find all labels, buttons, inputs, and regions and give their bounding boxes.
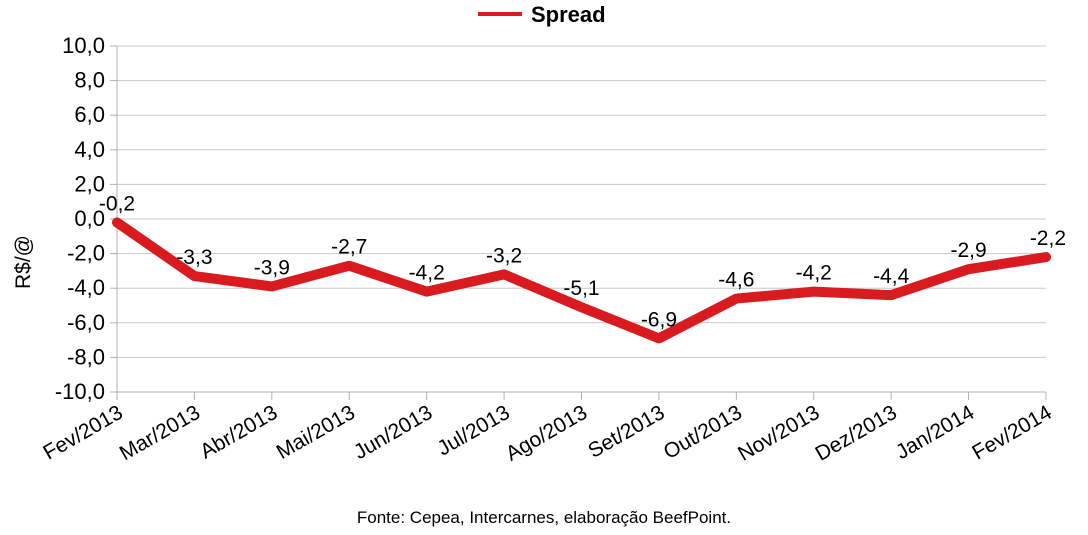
x-tick-label: Set/2013: [584, 401, 668, 463]
x-tick-label: Ago/2013: [502, 401, 591, 466]
y-tick-label: -2,0: [67, 241, 105, 266]
series: [112, 217, 1051, 344]
legend: Spread: [478, 2, 606, 27]
x-tick-label: Fev/2013: [39, 401, 126, 465]
y-tick-label: 6,0: [74, 102, 105, 127]
x-tick-label: Out/2013: [660, 401, 746, 464]
y-tick-label: -6,0: [67, 310, 105, 335]
x-tick-label: Nov/2013: [734, 401, 823, 466]
data-label: -2,9: [950, 239, 986, 262]
data-labels: -0,2 -3,3 -3,9 -2,7 -4,2 -3,2 -5,1 -6,9 -4,6 -4,2…: [99, 192, 1066, 331]
x-tick-label: Dez/2013: [812, 401, 901, 466]
data-label: -4,2: [796, 262, 832, 285]
y-tick-label: 10,0: [62, 33, 105, 58]
y-tick-label: 4,0: [74, 137, 105, 162]
legend-label: Spread: [531, 2, 606, 27]
y-tick-label: -10,0: [55, 379, 105, 404]
x-tick-labels: Fev/2013Mar/2013Abr/2013Mai/2013Jun/2013…: [39, 401, 1056, 466]
data-label: -4,2: [409, 262, 445, 285]
x-tick-label: Jul/2013: [434, 401, 514, 461]
y-tick-labels: 10,0 8,0 6,0 4,0 2,0 0,0 -2,0 -4,0 -6,0 -8,0 -10,0: [55, 33, 105, 404]
data-label: -2,7: [331, 236, 367, 259]
y-tick-label: 2,0: [74, 171, 105, 196]
data-label: -3,3: [176, 246, 212, 269]
y-tick-label: -8,0: [67, 344, 105, 369]
x-tick-label: Mai/2013: [273, 401, 359, 464]
x-tick-label: Mar/2013: [116, 401, 204, 465]
x-tick-label: Jan/2014: [892, 401, 979, 464]
data-label: -5,1: [563, 277, 599, 300]
x-tick-label: Fev/2014: [968, 401, 1056, 465]
axes: [110, 45, 1047, 400]
series-line-spread: [112, 217, 1051, 344]
data-label: -3,9: [254, 256, 290, 279]
data-label: -2,2: [1030, 227, 1066, 250]
data-label: -4,4: [873, 265, 910, 288]
y-tick-label: 0,0: [74, 206, 105, 231]
data-label: -4,6: [718, 269, 754, 292]
y-tick-label: 8,0: [74, 68, 105, 93]
y-axis-label: R$/@: [12, 235, 35, 289]
data-label: -0,2: [99, 192, 135, 215]
x-tick-label: Jun/2013: [350, 401, 436, 464]
data-label: -6,9: [641, 308, 677, 331]
source-note: Fonte: Cepea, Intercarnes, elaboração Be…: [356, 508, 732, 527]
data-label: -3,2: [486, 244, 522, 267]
x-tick-label: Abr/2013: [196, 401, 281, 464]
y-tick-label: -4,0: [67, 275, 105, 300]
grid: [117, 45, 1046, 393]
